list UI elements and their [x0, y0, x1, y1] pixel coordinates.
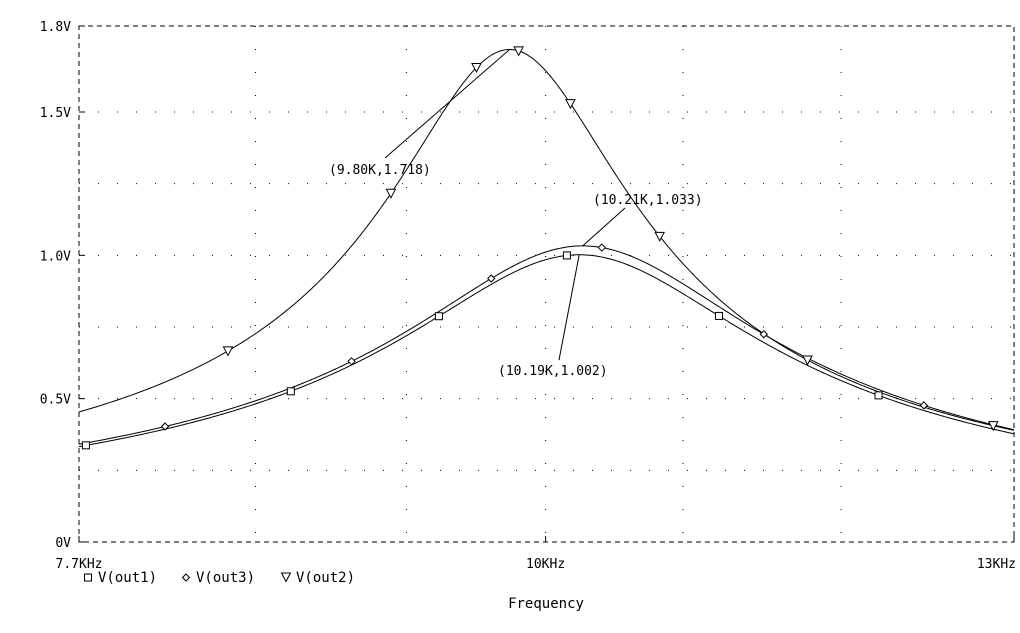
legend-label: V(out3) — [196, 570, 255, 586]
diamond-marker — [160, 422, 170, 431]
square-marker — [286, 387, 295, 396]
plot-frame — [78, 25, 1015, 543]
triangle-marker — [802, 355, 813, 366]
square-marker — [874, 391, 883, 400]
y-tick-label: 0V — [55, 536, 71, 551]
annotation-label: (10.21K,1.033) — [593, 193, 703, 208]
annotation-leader — [582, 207, 626, 247]
square-marker — [562, 251, 571, 260]
curve-markers — [81, 46, 999, 450]
x-tick-label: 7.7KHz — [56, 557, 103, 572]
triangle-marker — [222, 346, 234, 357]
legend-diamond-icon — [181, 573, 191, 582]
y-tick-label: 0.5V — [40, 393, 71, 408]
square-marker — [434, 312, 443, 321]
series-line-V(out1) — [78, 254, 1015, 448]
diamond-marker — [919, 401, 929, 410]
annotation-label: (10.19K,1.002) — [498, 364, 608, 379]
x-tick-label: 13KHz — [977, 557, 1016, 572]
diamond-marker — [597, 243, 607, 252]
diamond-marker — [347, 357, 356, 366]
legend: V(out1) V(out3) V(out2) — [84, 570, 355, 586]
legend-label: V(out1) — [98, 570, 157, 586]
diamond-marker — [487, 274, 496, 283]
annotations: (9.80K,1.718) (10.21K,1.033) (10.19K,1.002… — [329, 49, 703, 379]
grid — [79, 26, 1014, 542]
annotation-label: (9.80K,1.718) — [329, 163, 431, 178]
annotation-leader — [384, 49, 510, 159]
square-marker — [715, 311, 724, 320]
curves — [78, 49, 1015, 448]
annotation-leader — [558, 254, 580, 361]
triangle-marker — [987, 421, 999, 432]
series-line-V(out2) — [78, 49, 1015, 431]
diamond-marker — [759, 330, 769, 339]
triangle-marker — [513, 46, 524, 57]
legend-triangle-icon — [280, 572, 292, 583]
x-axis-label: Frequency — [508, 596, 584, 612]
triangle-marker — [654, 231, 666, 242]
series-line-V(out3) — [78, 245, 1015, 445]
y-tick-label: 1.0V — [40, 249, 71, 264]
triangle-marker — [385, 188, 397, 199]
legend-square-icon — [84, 573, 92, 582]
x-tick-label: 10KHz — [526, 557, 565, 572]
axis-ticks: 0V 0.5V 1.0V 1.5V 1.8V 7.7KHz 10KHz 13KHz — [40, 20, 1016, 572]
triangle-marker — [471, 63, 482, 74]
y-tick-label: 1.8V — [40, 20, 71, 35]
legend-label: V(out2) — [296, 570, 355, 586]
y-tick-label: 1.5V — [40, 106, 71, 121]
triangle-marker — [565, 99, 576, 110]
square-marker — [81, 441, 90, 450]
